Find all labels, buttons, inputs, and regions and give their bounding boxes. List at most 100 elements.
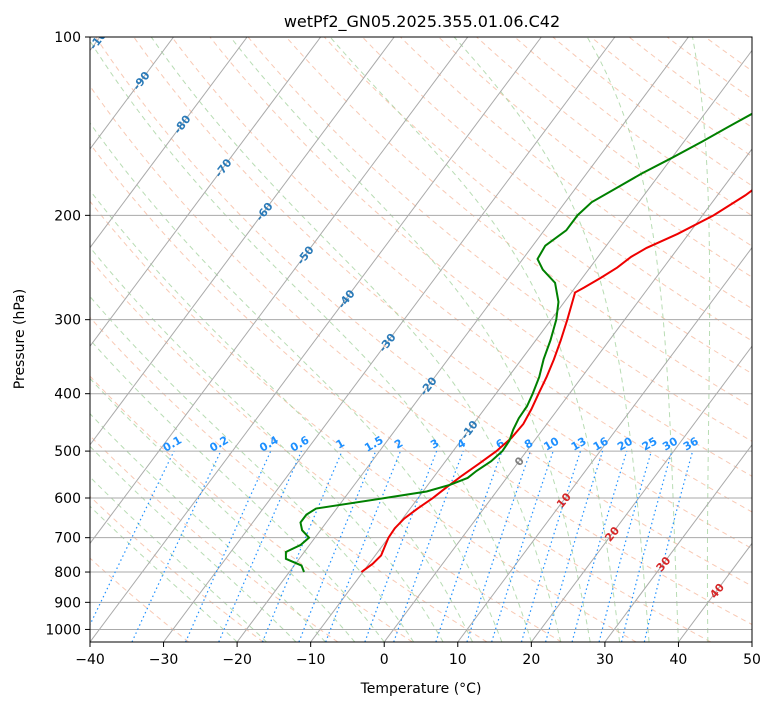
dry-adiabat-line (628, 37, 752, 129)
axis-ticks: −40 −30 −20 −10 0 10 20 30 40 50 1000 900 800 700 600 5… (45, 30, 761, 668)
dry-adiabat-line (90, 142, 712, 642)
dry-adiabat-line (90, 85, 752, 626)
isotherm-label: -50 (294, 243, 317, 267)
isotherm-label: -30 (376, 331, 399, 355)
mixing-ratio-line (466, 450, 532, 642)
y-tick-label: 400 (54, 387, 81, 403)
mixing-ratio-line (90, 450, 175, 627)
moist-adiabat-line (90, 413, 326, 642)
x-tick-label: 30 (596, 652, 614, 668)
y-tick-label: 600 (54, 491, 81, 507)
isotherm-line (90, 37, 174, 150)
isotherm-line (90, 37, 322, 348)
dry-adiabat-line (90, 495, 264, 642)
x-axis-label: Temperature (°C) (360, 681, 482, 697)
dry-adiabat-line (438, 37, 752, 278)
x-tick-label: −40 (75, 652, 105, 668)
isotherm-line (163, 37, 616, 642)
y-tick-label: 300 (54, 313, 81, 329)
dry-adiabat-label: 10 (554, 490, 574, 510)
mixing-ratio-label: 1 (334, 437, 347, 452)
mixing-ratio-line (298, 450, 377, 642)
dry-adiabat-line (90, 200, 637, 642)
isotherm-line (90, 37, 248, 249)
dry-adiabat-line (133, 37, 752, 550)
isotherm-label: -60 (253, 200, 276, 224)
moist-adiabat-line (90, 189, 473, 642)
dry-adiabat-line (476, 37, 752, 247)
moist-adiabat-line (691, 37, 711, 642)
temperature-profile-line (360, 189, 752, 573)
mixing-ratio-line (545, 450, 604, 642)
mixing-ratio-label: 8 (522, 437, 535, 452)
dry-adiabat-label: 20 (602, 524, 622, 544)
isotherm-line (530, 345, 752, 642)
isotherm-line (90, 37, 395, 446)
isotherm-line (383, 148, 752, 642)
dry-adiabat-line (209, 37, 752, 477)
moist-adiabat-line (150, 37, 562, 642)
x-tick-label: −10 (296, 652, 326, 668)
isotherm-label: -70 (212, 156, 235, 180)
dry-adiabat-line (90, 375, 413, 642)
y-tick-label: 1000 (45, 622, 81, 638)
moist-adiabat-line (90, 40, 532, 642)
y-tick-label: 200 (54, 208, 81, 224)
y-tick-label: 700 (54, 531, 81, 547)
mixing-ratio-line (598, 450, 652, 642)
x-tick-label: 40 (670, 652, 688, 668)
moist-adiabat-line (453, 37, 650, 642)
mixing-ratio-line (393, 450, 464, 642)
dry-adiabat-line (90, 557, 189, 642)
dry-adiabat-line (400, 37, 752, 310)
dry-adiabat-line (171, 37, 752, 513)
mixing-ratio-line (643, 450, 694, 642)
isotherm-label: -80 (171, 112, 194, 136)
x-tick-label: 20 (522, 652, 540, 668)
isotherm-label: -90 (130, 69, 153, 93)
dry-adiabat-line (552, 37, 752, 187)
mixing-ratio-line (571, 450, 628, 642)
moist-adiabat-line (90, 339, 385, 642)
x-tick-label: 10 (449, 652, 467, 668)
moist-adiabat-line (90, 476, 267, 642)
x-tick-label: −20 (222, 652, 252, 668)
y-tick-label: 100 (54, 30, 81, 46)
x-tick-label: 0 (380, 652, 389, 668)
mixing-ratio-line (364, 450, 438, 642)
dry-adiabat-line (285, 37, 752, 408)
dry-adiabat-line (704, 37, 752, 72)
mixing-ratio-line (520, 450, 582, 642)
moist-adiabat-line (90, 246, 444, 642)
isotherm-line (90, 37, 542, 642)
dry-adiabat-line (90, 316, 488, 642)
mixing-ratio-label: 2 (392, 437, 405, 452)
x-tick-label: 50 (743, 652, 761, 668)
isotherm-line (604, 443, 752, 642)
moist-adiabat-line (90, 377, 356, 642)
dry-adiabat-label: 40 (707, 581, 727, 601)
isotherm-line (90, 37, 469, 545)
plot-area (90, 37, 752, 642)
mixing-ratio-line (435, 450, 503, 642)
isotherm-line (310, 49, 752, 642)
mixing-ratio-line (491, 450, 554, 642)
moist-adiabat-line (90, 122, 503, 642)
y-tick-label: 800 (54, 565, 81, 581)
x-tick-label: −30 (149, 652, 179, 668)
isotherm-line (236, 37, 689, 642)
dry-adiabat-line (361, 37, 752, 342)
moist-adiabat-line (586, 37, 679, 642)
mixing-ratio-line (131, 450, 222, 642)
y-tick-label: 900 (54, 595, 81, 611)
dewpoint-profile-line (284, 112, 752, 573)
isotherm-line (457, 246, 752, 642)
mixing-ratio-label: 3 (428, 437, 441, 452)
moist-adiabat-line (90, 445, 297, 642)
y-axis-label: Pressure (hPa) (12, 289, 28, 389)
chart-title: wetPf2_GN05.2025.355.01.06.C42 (284, 12, 560, 32)
profile-series (284, 112, 752, 573)
mixing-ratio-line (325, 450, 402, 642)
moist-adiabat-line (329, 37, 621, 642)
